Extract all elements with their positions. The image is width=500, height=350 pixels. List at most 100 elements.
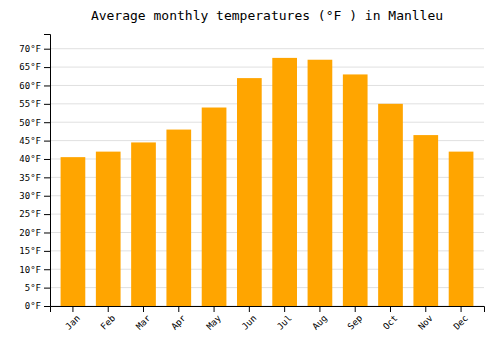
x-tick-mark: [355, 306, 356, 312]
x-tick: Jul: [275, 306, 294, 332]
y-tick-mark: [44, 269, 50, 270]
x-tick-label: Jan: [63, 313, 82, 332]
bar: [202, 108, 227, 306]
x-tick-mark: [284, 306, 285, 312]
y-tick: 30°F: [19, 191, 50, 201]
bar: [166, 130, 191, 306]
x-tick: Oct: [381, 306, 400, 332]
chart: 0°F 5°F 10°F 15°F 20°F 25°F 30°F 35°F 40°F 45°F 50…: [0, 0, 500, 350]
y-tick: 50°F: [19, 118, 50, 128]
y-tick-mark: [44, 159, 50, 160]
y-tick-label: 30°F: [19, 191, 41, 201]
x-tick-label: May: [205, 313, 224, 332]
x-tick: Jun: [240, 306, 259, 332]
y-tick: 5°F: [25, 283, 50, 293]
y-tick-mark: [44, 49, 50, 50]
y-tick: 40°F: [19, 154, 50, 164]
x-tick-label: Feb: [99, 313, 118, 332]
y-tick-mark: [44, 251, 50, 252]
y-tick-mark: [44, 214, 50, 215]
y-axis: 0°F 5°F 10°F 15°F 20°F 25°F 30°F 35°F 40°F 45°F 50…: [19, 35, 50, 312]
x-tick-mark: [319, 306, 320, 312]
grid-line: [50, 85, 484, 86]
y-tick-mark: [44, 122, 50, 123]
y-tick-mark: [44, 177, 50, 178]
y-tick-label: 60°F: [19, 81, 41, 91]
x-tick-mark: [143, 306, 144, 312]
y-tick-mark: [44, 288, 50, 289]
x-tick-mark: [425, 306, 426, 312]
x-tick-label: Dec: [452, 313, 471, 332]
bar: [378, 104, 403, 306]
grid-line: [50, 48, 484, 49]
x-tick-label: Jun: [240, 313, 259, 332]
y-tick-label: 45°F: [19, 136, 41, 146]
grid-line: [50, 122, 484, 123]
bar: [237, 78, 262, 306]
bar: [131, 142, 156, 306]
x-tick-label: Sep: [346, 313, 365, 332]
x-tick-label: Mar: [134, 313, 153, 332]
y-tick: 70°F: [19, 44, 50, 54]
x-tick-mark: [390, 306, 391, 312]
x-tick-mark: [214, 306, 215, 312]
y-tick-label: 40°F: [19, 154, 41, 164]
x-tick-label: Jul: [275, 313, 294, 332]
y-tick-mark: [44, 196, 50, 197]
y-tick-label: 25°F: [19, 209, 41, 219]
y-tick: 0°F: [25, 301, 50, 311]
bar: [272, 58, 297, 306]
bars: [61, 58, 474, 306]
x-tick-mark: [178, 306, 179, 312]
x-tick-label: Nov: [416, 313, 435, 332]
x-tick: Dec: [452, 306, 471, 332]
y-tick-mark: [44, 141, 50, 142]
x-tick: Jan: [63, 306, 82, 332]
plot: 0°F 5°F 10°F 15°F 20°F 25°F 30°F 35°F 40°F 45°F 50…: [19, 35, 484, 332]
y-tick-label: 35°F: [19, 173, 41, 183]
x-tick: Aug: [310, 306, 329, 332]
y-tick-label: 10°F: [19, 265, 41, 275]
y-tick: 25°F: [19, 209, 50, 219]
y-tick-label: 15°F: [19, 246, 41, 256]
grid-line: [50, 67, 484, 68]
y-tick: 35°F: [19, 173, 50, 183]
bar: [308, 60, 333, 306]
y-tick: 45°F: [19, 136, 50, 146]
y-tick: 60°F: [19, 81, 50, 91]
y-tick: 65°F: [19, 62, 50, 72]
x-tick: Mar: [134, 306, 153, 332]
y-tick-mark: [44, 232, 50, 233]
x-axis-line: [51, 307, 485, 313]
x-axis: Jan Feb Mar Apr May Jun Jul Aug Sep Oct Nov Dec: [51, 306, 485, 332]
y-tick-label: 55°F: [19, 99, 41, 109]
x-tick: Sep: [346, 306, 365, 332]
y-tick: 15°F: [19, 246, 50, 256]
y-tick: 55°F: [19, 99, 50, 109]
x-tick-mark: [108, 306, 109, 312]
y-tick-label: 65°F: [19, 62, 41, 72]
bar: [96, 152, 121, 306]
title: Average monthly temperatures (°F ) in Ma…: [91, 8, 443, 23]
y-tick-mark: [44, 306, 50, 307]
y-tick-mark: [44, 104, 50, 105]
x-tick-label: Apr: [169, 313, 188, 332]
x-tick-mark: [461, 306, 462, 312]
bar: [343, 74, 368, 306]
grid-line: [50, 103, 484, 104]
y-axis-line: [44, 35, 51, 307]
y-tick-label: 20°F: [19, 228, 41, 238]
x-tick-mark: [249, 306, 250, 312]
y-tick-label: 5°F: [25, 283, 41, 293]
y-tick: 10°F: [19, 265, 50, 275]
y-tick-label: 70°F: [19, 44, 41, 54]
x-tick: May: [205, 306, 224, 332]
y-tick-label: 0°F: [25, 301, 41, 311]
y-tick-mark: [44, 67, 50, 68]
bar: [449, 152, 474, 306]
x-tick: Apr: [169, 306, 188, 332]
y-tick-mark: [44, 85, 50, 86]
x-tick: Feb: [99, 306, 118, 332]
x-tick: Nov: [416, 306, 435, 332]
bar: [413, 135, 438, 306]
